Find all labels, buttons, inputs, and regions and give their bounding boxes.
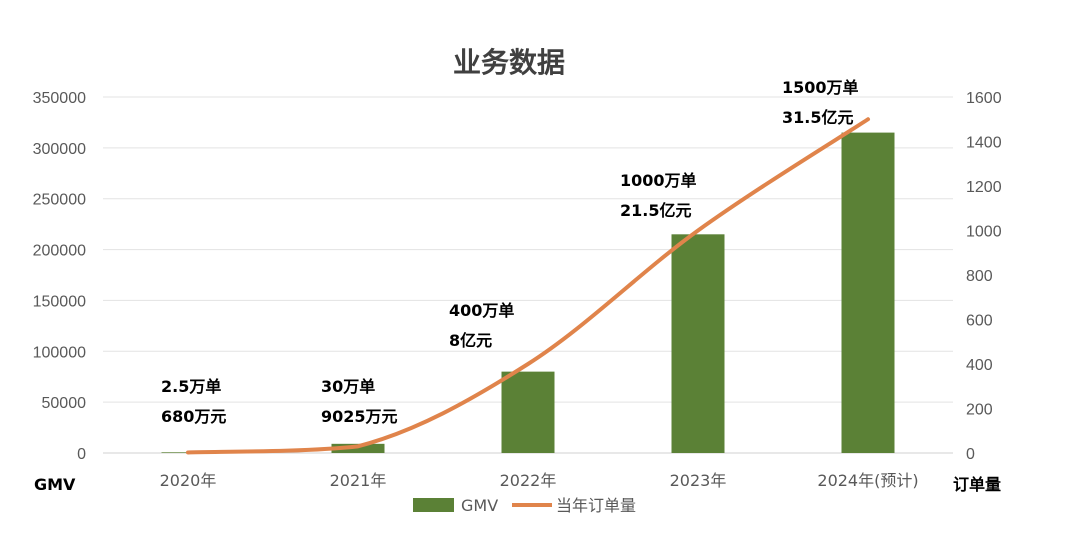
left-tick-label: 0: [77, 446, 86, 463]
category-label: 2021年: [330, 471, 387, 490]
gmv-bar: [671, 234, 725, 453]
right-tick-label: 1400: [966, 135, 1002, 152]
annotation-gmv: 9025万元: [321, 407, 398, 426]
order-line: [186, 117, 870, 455]
legend-orders-label: 当年订单量: [556, 496, 636, 515]
right-tick-label: 0: [966, 446, 975, 463]
right-tick-label: 800: [966, 268, 993, 285]
annotation-gmv: 31.5亿元: [782, 108, 853, 127]
legend: GMV 当年订单量: [413, 496, 636, 515]
annotation-orders: 2.5万单: [161, 377, 221, 396]
left-axis-label: GMV: [34, 475, 76, 494]
chart-title: 业务数据: [453, 46, 565, 79]
annotation-orders: 30万单: [321, 377, 375, 396]
annotation-orders: 1500万单: [782, 78, 859, 97]
left-tick-label: 150000: [33, 293, 86, 310]
annotation-gmv: 680万元: [161, 407, 226, 426]
category-labels: 2020年 2021年 2022年 2023年 2024年(预计): [160, 471, 919, 490]
right-axis-ticks: 0 200 400 600 800 1000 1200 1400 1600: [966, 90, 1002, 463]
category-label: 2022年: [500, 471, 557, 490]
right-tick-label: 1600: [966, 90, 1002, 107]
category-label: 2023年: [670, 471, 727, 490]
left-tick-label: 250000: [33, 192, 86, 209]
left-tick-label: 300000: [33, 141, 86, 158]
gmv-bar: [841, 132, 895, 453]
right-tick-label: 1000: [966, 224, 1002, 241]
right-tick-label: 600: [966, 313, 993, 330]
gmv-bar: [331, 443, 385, 453]
category-label: 2024年(预计): [817, 471, 918, 490]
left-axis-ticks: 0 50000 100000 150000 200000 250000 300000 3500…: [33, 90, 86, 463]
right-tick-label: 200: [966, 402, 993, 419]
gmv-bar: [501, 371, 555, 453]
left-tick-label: 50000: [42, 395, 87, 412]
annotation-gmv: 21.5亿元: [620, 201, 691, 220]
annotation-gmv: 8亿元: [449, 331, 492, 350]
legend-gmv-label: GMV: [461, 496, 498, 515]
gridlines: [103, 96, 953, 454]
bars: [161, 132, 895, 453]
left-tick-label: 350000: [33, 90, 86, 107]
annotation-orders: 400万单: [449, 301, 514, 320]
category-label: 2020年: [160, 471, 217, 490]
orders-line-path: [186, 117, 870, 455]
left-tick-label: 100000: [33, 344, 86, 361]
legend-gmv-swatch: [413, 498, 454, 512]
left-tick-label: 200000: [33, 243, 86, 260]
right-tick-label: 400: [966, 357, 993, 374]
annotations: 2.5万单 680万元 30万单 9025万元 400万单 8亿元 1000万单 21.5亿元…: [161, 78, 859, 426]
annotation-orders: 1000万单: [620, 171, 697, 190]
right-tick-label: 1200: [966, 179, 1002, 196]
right-axis-label: 订单量: [953, 475, 1001, 494]
